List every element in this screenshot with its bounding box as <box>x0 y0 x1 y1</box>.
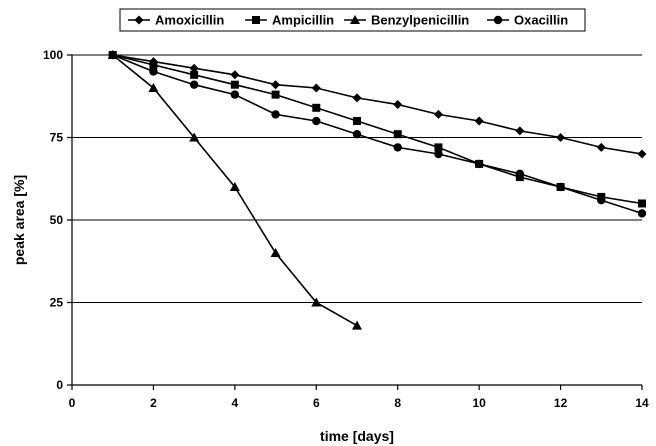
legend-marker <box>493 15 503 25</box>
legend-entry-ampicillin: Ampicillin <box>245 13 334 28</box>
legend-entry-oxacillin: Oxacillin <box>487 13 568 28</box>
legend-entry-amoxicillin: Amoxicillin <box>128 13 224 28</box>
legend-label: Amoxicillin <box>155 13 224 28</box>
data-point <box>638 199 646 208</box>
data-point <box>271 90 280 99</box>
data-point <box>556 133 566 142</box>
data-point <box>311 297 322 307</box>
x-tick-label: 2 <box>150 396 157 410</box>
data-point <box>230 90 240 99</box>
data-point <box>597 196 606 205</box>
data-point <box>270 248 281 257</box>
data-point <box>312 103 321 112</box>
data-point <box>393 143 402 152</box>
data-point <box>637 149 647 159</box>
series-group <box>107 50 647 330</box>
data-point <box>108 50 117 60</box>
series-amoxicillin <box>108 50 647 159</box>
series-line <box>112 54 643 155</box>
series-oxacillin <box>108 50 647 218</box>
x-tick-label: 10 <box>472 396 486 410</box>
x-tick-label: 4 <box>232 396 239 410</box>
legend-marker <box>350 15 360 24</box>
legend-label: Benzylpenicillin <box>371 13 469 28</box>
data-point <box>230 80 239 89</box>
data-point <box>229 182 240 191</box>
data-point <box>474 116 484 126</box>
data-point <box>149 67 158 76</box>
data-point <box>312 116 321 126</box>
data-point <box>393 100 403 109</box>
legend-label: Ampicillin <box>272 13 334 28</box>
data-point <box>352 130 362 139</box>
y-tick-label: 25 <box>50 296 64 310</box>
data-point <box>596 142 606 152</box>
data-point <box>189 63 199 73</box>
data-point <box>190 70 199 79</box>
y-tick-label: 50 <box>50 213 64 227</box>
y-tick-label: 100 <box>43 48 63 62</box>
x-tick-label: 6 <box>313 396 320 410</box>
legend: Amoxicillin Ampicillin Benzylpenicillin Oxa… <box>119 8 586 32</box>
x-tick-label: 12 <box>554 396 568 410</box>
data-point <box>353 117 361 125</box>
y-tick-label: 0 <box>56 378 63 392</box>
data-point <box>637 209 647 218</box>
data-point <box>230 70 240 80</box>
x-axis-label: time [days] <box>320 428 394 444</box>
series-line <box>112 54 643 215</box>
y-axis-label: peak area [%] <box>11 175 27 265</box>
x-tick-label: 8 <box>394 396 401 410</box>
data-point <box>393 130 402 139</box>
x-tick-label: 14 <box>635 396 649 410</box>
legend-marker <box>252 16 260 24</box>
data-point <box>189 80 199 89</box>
data-point <box>271 80 281 90</box>
data-point <box>352 93 362 103</box>
data-point <box>433 109 443 119</box>
x-tick-label: 0 <box>69 396 76 410</box>
series-ampicillin <box>108 51 646 208</box>
y-axis-ticks: 0 25 50 75 100 <box>43 48 72 392</box>
legend-marker <box>134 15 144 25</box>
data-point <box>352 320 362 330</box>
data-point <box>189 132 200 142</box>
y-tick-label: 75 <box>50 131 64 145</box>
data-point <box>311 83 321 93</box>
data-point <box>148 83 159 92</box>
legend-label: Oxacillin <box>514 13 568 28</box>
data-point <box>434 149 443 159</box>
data-point <box>556 182 565 192</box>
data-point <box>271 110 280 119</box>
data-point <box>149 60 158 69</box>
data-point <box>474 159 484 169</box>
legend-entry-benzylpenicillin: Benzylpenicillin <box>344 13 469 28</box>
data-point <box>515 169 525 178</box>
x-axis-ticks: 0 2 4 6 8 10 12 14 <box>69 385 649 410</box>
data-point <box>515 126 525 136</box>
data-point <box>434 143 443 152</box>
